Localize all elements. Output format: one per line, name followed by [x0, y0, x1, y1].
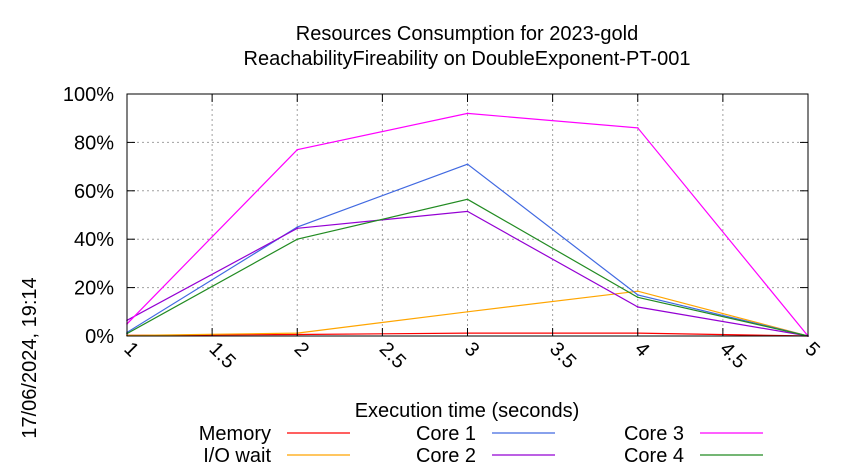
data-point-core-4	[296, 238, 299, 240]
data-point-core-2	[296, 227, 299, 230]
y-tick-label: 60%	[74, 181, 114, 203]
chart-title-line-2: ReachabilityFireability on DoubleExponen…	[244, 48, 691, 70]
x-tick-label: 1	[119, 338, 142, 361]
data-point-core-1	[296, 226, 299, 228]
data-point-i-o-wait	[466, 311, 469, 313]
y-tick-label: 0%	[85, 326, 114, 348]
data-point-core-4	[466, 198, 469, 201]
data-point-core-3	[296, 148, 299, 151]
x-tick-label: 2.5	[375, 338, 410, 373]
data-point-core-3	[636, 127, 639, 129]
y-tick-label: 100%	[63, 84, 114, 106]
chart-title-line-1: Resources Consumption for 2023-gold	[296, 23, 638, 45]
y-tick-label: 80%	[74, 132, 114, 154]
axis-ticks: 0% 20% 40% 60% 80% 100% 1 1.5 2 2.5 3 3.5 4 4.5 5	[63, 84, 824, 373]
x-tick-label: 3.5	[545, 338, 580, 373]
x-tick-label: 4	[630, 338, 653, 361]
data-point-core-1	[466, 163, 469, 165]
x-tick-label: 1.5	[205, 338, 240, 373]
legend-label-core-4: Core 4	[624, 445, 684, 467]
x-tick-label: 3	[460, 338, 483, 361]
x-tick-label: 5	[800, 338, 823, 361]
grid	[127, 94, 808, 336]
data-point-core-2	[636, 306, 639, 308]
series-lines	[126, 112, 809, 337]
y-tick-label: 40%	[74, 229, 114, 251]
legend-label-core-1: Core 1	[416, 423, 476, 445]
legend-label-memory: Memory	[199, 423, 271, 445]
x-tick-label: 4.5	[715, 338, 750, 373]
data-point-core-2	[466, 210, 469, 213]
x-axis-title: Execution time (seconds)	[355, 400, 580, 422]
legend-label-core-3: Core 3	[624, 423, 684, 445]
data-point-i-o-wait	[636, 290, 639, 293]
timestamp-label: 17/06/2024, 19:14	[19, 277, 41, 438]
y-tick-label: 20%	[74, 278, 114, 300]
x-tick-label: 2	[290, 338, 313, 361]
data-point-core-4	[636, 296, 639, 299]
legend-label-core-2: Core 2	[416, 445, 476, 467]
data-point-core-1	[636, 294, 639, 296]
legend-label-i-o-wait: I/O wait	[203, 445, 271, 467]
data-point-core-3	[466, 112, 469, 115]
